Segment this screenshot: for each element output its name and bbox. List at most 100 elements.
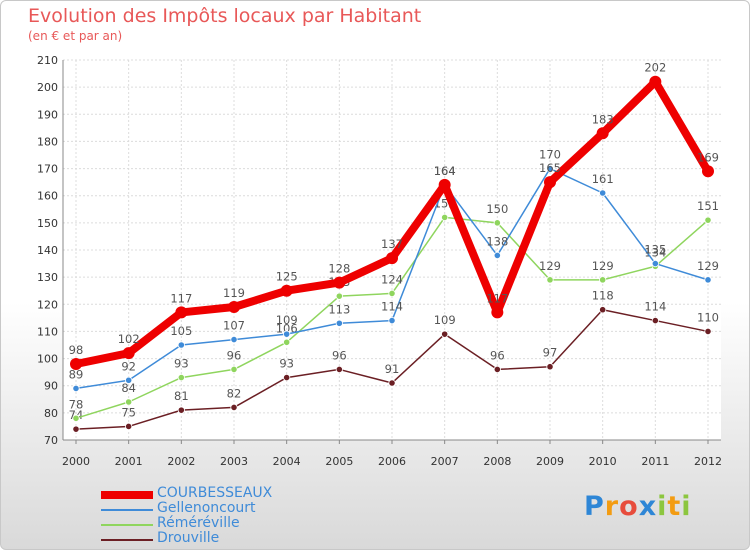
- y-tick-label: 110: [37, 325, 58, 338]
- logo-letter: x: [638, 491, 658, 522]
- data-point-courbesseaux: [702, 165, 714, 178]
- data-point-remereville: [599, 276, 607, 284]
- data-label-gellenoncourt: 170: [539, 148, 561, 162]
- logo-letter: o: [619, 491, 639, 522]
- data-label-courbesseaux: 125: [276, 270, 298, 284]
- data-label-remereville: 150: [486, 202, 508, 216]
- data-label-remereville: 93: [174, 357, 189, 371]
- data-point-courbesseaux: [596, 127, 609, 140]
- data-point-gellenoncourt: [493, 251, 501, 260]
- data-label-gellenoncourt: 135: [644, 243, 666, 257]
- data-label-remereville: 129: [539, 259, 561, 273]
- data-point-drouville: [335, 365, 343, 374]
- x-tick-label: 2007: [431, 455, 459, 468]
- logo-letter: i: [657, 491, 668, 522]
- x-tick-label: 2009: [536, 455, 564, 468]
- data-point-remereville: [335, 292, 343, 300]
- data-point-courbesseaux: [70, 358, 82, 370]
- data-point-drouville: [651, 316, 659, 325]
- data-label-gellenoncourt: 161: [592, 172, 614, 186]
- data-label-drouville: 109: [434, 313, 456, 327]
- data-point-courbesseaux: [386, 252, 398, 265]
- y-tick-label: 160: [37, 190, 58, 203]
- data-point-drouville: [283, 373, 291, 382]
- y-tick-label: 130: [37, 271, 58, 284]
- legend-swatch-gellenoncourt: [101, 508, 153, 511]
- y-tick-label: 170: [37, 163, 58, 176]
- data-point-remereville: [230, 365, 238, 374]
- data-point-drouville: [704, 327, 712, 336]
- data-label-gellenoncourt: 164: [434, 164, 456, 178]
- data-label-drouville: 81: [174, 389, 189, 403]
- y-tick-label: 80: [44, 407, 58, 420]
- data-label-courbesseaux: 119: [223, 286, 245, 300]
- data-label-gellenoncourt: 129: [697, 259, 719, 273]
- data-point-gellenoncourt: [230, 335, 238, 344]
- data-label-drouville: 96: [490, 348, 505, 362]
- data-label-gellenoncourt: 138: [486, 234, 508, 248]
- x-tick-label: 2008: [483, 455, 511, 468]
- logo-letter: P: [584, 491, 605, 522]
- x-tick-label: 2011: [641, 455, 669, 468]
- x-tick-label: 2010: [589, 455, 617, 468]
- data-point-remereville: [441, 213, 449, 222]
- data-label-courbesseaux: 117: [170, 291, 192, 305]
- data-point-drouville: [493, 365, 501, 374]
- data-point-remereville: [177, 373, 185, 382]
- data-point-remereville: [125, 398, 133, 406]
- x-tick-label: 2003: [220, 455, 248, 468]
- data-point-courbesseaux: [491, 306, 504, 319]
- data-point-remereville: [546, 276, 554, 284]
- data-label-drouville: 91: [385, 362, 400, 376]
- data-point-gellenoncourt: [546, 164, 554, 173]
- data-label-drouville: 97: [543, 346, 558, 360]
- data-point-drouville: [599, 306, 607, 314]
- x-tick-label: 2000: [62, 455, 90, 468]
- y-tick-label: 210: [37, 54, 58, 67]
- data-point-gellenoncourt: [283, 330, 291, 338]
- chart-title: Evolution des Impôts locaux par Habitant: [28, 5, 422, 27]
- chart-subtitle: (en € et par an): [28, 29, 123, 43]
- y-tick-label: 120: [37, 298, 58, 311]
- legend-swatch-drouville: [101, 538, 153, 541]
- y-tick-label: 180: [37, 135, 58, 148]
- data-point-gellenoncourt: [704, 276, 712, 284]
- data-point-remereville: [704, 216, 712, 224]
- data-point-remereville: [388, 289, 396, 298]
- data-point-courbesseaux: [280, 284, 293, 297]
- y-tick-label: 200: [37, 81, 58, 94]
- data-point-gellenoncourt: [335, 319, 343, 327]
- data-label-courbesseaux: 117: [486, 291, 508, 305]
- data-point-gellenoncourt: [125, 376, 133, 384]
- data-label-courbesseaux: 102: [118, 332, 140, 346]
- legend-label-remereville: Réméréville: [157, 515, 240, 531]
- x-tick-label: 2012: [694, 455, 722, 468]
- y-tick-label: 190: [37, 108, 58, 121]
- data-point-gellenoncourt: [599, 189, 607, 197]
- data-label-courbesseaux: 164: [434, 164, 456, 178]
- data-point-drouville: [546, 363, 554, 371]
- data-point-courbesseaux: [228, 301, 240, 313]
- data-point-courbesseaux: [544, 176, 556, 189]
- data-point-drouville: [388, 379, 396, 387]
- data-point-remereville: [493, 219, 501, 227]
- data-label-courbesseaux: 202: [644, 61, 666, 75]
- data-point-drouville: [72, 425, 80, 433]
- data-point-courbesseaux: [438, 178, 451, 191]
- data-label-gellenoncourt: 89: [69, 367, 84, 381]
- data-label-remereville: 151: [697, 199, 719, 213]
- data-point-drouville: [125, 422, 133, 431]
- data-label-courbesseaux: 169: [697, 150, 719, 164]
- data-point-gellenoncourt: [651, 259, 659, 268]
- y-tick-label: 70: [44, 434, 58, 447]
- data-label-courbesseaux: 98: [69, 343, 84, 357]
- x-tick-label: 2005: [325, 455, 353, 468]
- data-label-courbesseaux: 137: [381, 237, 403, 251]
- legend-label-gellenoncourt: Gellenoncourt: [157, 500, 256, 516]
- y-tick-label: 100: [37, 353, 58, 366]
- data-label-remereville: 124: [381, 272, 403, 286]
- data-label-gellenoncourt: 107: [223, 319, 245, 333]
- logo-letter: r: [604, 491, 620, 522]
- data-label-courbesseaux: 128: [328, 262, 350, 276]
